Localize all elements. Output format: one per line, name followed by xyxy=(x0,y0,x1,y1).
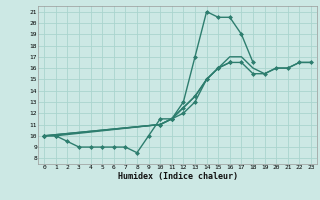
X-axis label: Humidex (Indice chaleur): Humidex (Indice chaleur) xyxy=(118,172,238,181)
